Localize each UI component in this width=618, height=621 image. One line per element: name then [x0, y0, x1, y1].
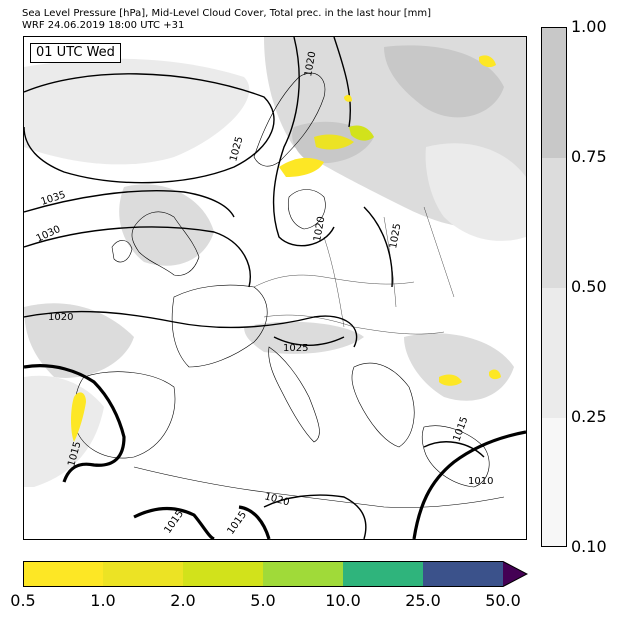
precip-patch: [344, 94, 352, 102]
isobar-1015: [24, 364, 126, 483]
isobar-label: 1020: [303, 51, 318, 78]
cloud-cover-colorbar: [541, 27, 567, 547]
title-line-2: WRF 24.06.2019 18:00 UTC +31: [22, 20, 185, 31]
cloud-patch: [244, 321, 364, 354]
border-line: [253, 274, 415, 288]
precip-patch: [349, 125, 374, 141]
precip-bar-outline: [23, 561, 528, 587]
coastline-north-africa: [133, 466, 505, 508]
isobar-label: 1025: [283, 343, 308, 354]
cloud-patch: [404, 333, 514, 401]
isobar: [273, 336, 345, 346]
precip-patch: [71, 392, 86, 442]
precip-bar-tick: 50.0: [485, 591, 521, 610]
precip-bar-tick: 0.5: [10, 591, 36, 610]
precip-colorbar: [23, 561, 528, 587]
cloud-bar-tick: 0.25: [571, 407, 607, 426]
isobar-label: 1025: [388, 223, 403, 250]
precip-bar-tick: 5.0: [250, 591, 276, 610]
isobar: [363, 206, 393, 288]
coastline-turkey: [421, 425, 490, 488]
cloud-bar-tick: 0.75: [571, 147, 607, 166]
cloud-bar-segment: [542, 158, 566, 288]
isobar: [24, 190, 235, 218]
coastline-balkans: [351, 362, 415, 448]
precip-bar-segment: [423, 561, 503, 587]
isobar: [333, 37, 352, 128]
precip-bar-tick: 10.0: [325, 591, 361, 610]
coastline-france: [171, 284, 268, 368]
precipitation-layer: [71, 55, 501, 442]
isobar-label: 1020: [312, 216, 327, 243]
isobar: [272, 37, 335, 247]
isobar: [24, 73, 275, 184]
isobar: [24, 310, 358, 348]
precip-patch: [279, 157, 324, 177]
title-line-1: Sea Level Pressure [hPa], Mid-Level Clou…: [22, 8, 432, 19]
precip-bar-segment: [183, 561, 263, 587]
cloud-patch: [24, 58, 250, 165]
cloud-bar-tick: 0.50: [571, 277, 607, 296]
cloud-patch: [24, 303, 134, 378]
cloud-patch: [384, 45, 504, 118]
coastline-britain: [131, 211, 200, 276]
cloud-patch: [119, 184, 214, 266]
cloud-bar-segment: [542, 418, 566, 546]
isobar-1015: [412, 430, 526, 539]
precip-bar-segment: [343, 561, 423, 587]
precip-bar-tick: 25.0: [405, 591, 441, 610]
precip-bar-segment: [263, 561, 343, 587]
precip-patch: [439, 374, 462, 386]
precip-patch: [489, 369, 501, 380]
precip-bar-segment: [23, 561, 103, 587]
precip-bar-segment: [103, 561, 183, 587]
isobar-label: 1020: [48, 312, 73, 323]
isobar-layer: [24, 37, 485, 539]
coastline-italy: [268, 346, 320, 443]
coastline-scandinavia: [253, 72, 326, 167]
isobar: [24, 226, 251, 288]
isobar-1015: [133, 506, 215, 539]
coastline-denmark: [287, 189, 326, 230]
cloud-bar-tick: 1.00: [571, 17, 607, 36]
chart-title: Sea Level Pressure [hPa], Mid-Level Clou…: [22, 8, 431, 32]
isobar: [263, 494, 367, 539]
isobar: [423, 441, 485, 458]
isobar-1015: [238, 505, 271, 539]
border-line: [423, 206, 455, 298]
precip-patch: [479, 55, 496, 68]
precip-bar-extend-arrow: [503, 561, 527, 587]
map-panel: 1020 1025 1035 1030 1020 1025 1020 1025 …: [23, 36, 527, 540]
border-line: [323, 236, 345, 328]
time-label: 01 UTC Wed: [30, 43, 121, 63]
cloud-patch: [425, 143, 526, 241]
cloud-bar-tick: 0.10: [571, 537, 607, 556]
cloud-bar-segment: [542, 288, 566, 418]
precip-patch: [314, 134, 354, 150]
isobar-label: 1010: [468, 476, 493, 487]
precip-bar-tick: 1.0: [90, 591, 116, 610]
precip-bar-tick: 2.0: [170, 591, 196, 610]
cloud-cover-layer: [24, 37, 526, 487]
map-canvas: 1020 1025 1035 1030 1020 1025 1020 1025 …: [24, 37, 526, 539]
thick-isobar-layer: [24, 364, 526, 539]
coastline-ireland: [111, 240, 133, 263]
cloud-bar-segment: [542, 28, 566, 158]
